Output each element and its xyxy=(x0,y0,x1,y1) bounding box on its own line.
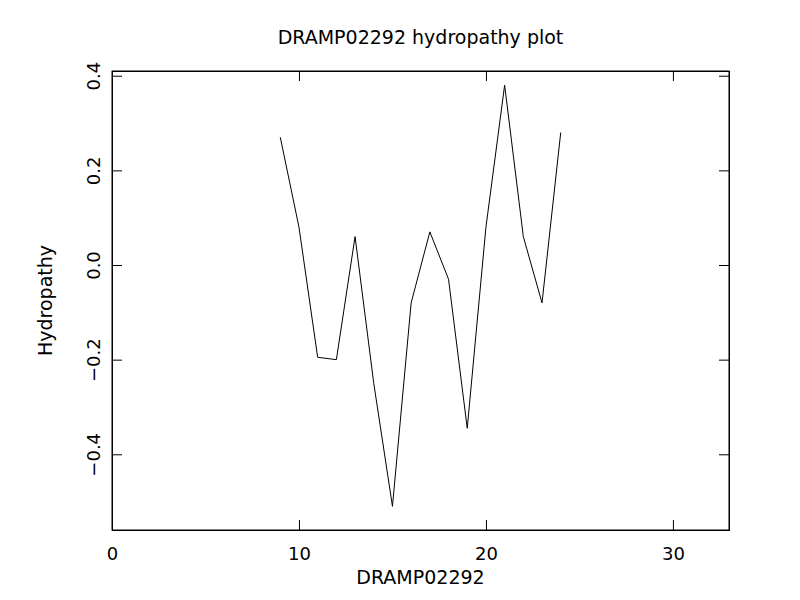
tick: 0.2 xyxy=(83,157,122,186)
chart: 0 10 20 30 −0.4 −0.2 0.0 0.2 0.4 DRAMP02292 hydro… xyxy=(0,0,800,600)
tick-label: 30 xyxy=(662,543,685,564)
tick-mark xyxy=(112,170,122,171)
axis-line xyxy=(719,72,730,531)
background xyxy=(0,0,800,600)
tick-label: 0 xyxy=(107,543,118,564)
tick: 0.0 xyxy=(83,251,122,280)
tick: 20 xyxy=(475,520,498,564)
plot-frame xyxy=(112,71,729,530)
plot-area xyxy=(280,85,560,506)
x-axis-title: DRAMP02292 xyxy=(356,566,484,588)
y-axis: −0.4 −0.2 0.0 0.2 0.4 xyxy=(83,62,122,531)
tick-mark xyxy=(299,71,300,81)
tick-mark xyxy=(486,71,487,81)
x-axis: 0 10 20 30 xyxy=(107,520,730,564)
tick-label: −0.4 xyxy=(83,433,104,477)
tick: 30 xyxy=(662,520,685,564)
tick-mark xyxy=(719,76,729,77)
tick-mark xyxy=(719,170,729,171)
tick: 10 xyxy=(288,520,311,564)
tick-mark xyxy=(673,71,674,81)
tick-label: 0.0 xyxy=(83,251,104,280)
tick-mark xyxy=(112,265,122,266)
tick xyxy=(719,76,729,77)
tick xyxy=(486,71,487,81)
tick-label: −0.2 xyxy=(83,338,104,382)
axis-line xyxy=(113,520,730,531)
tick-mark xyxy=(112,454,122,455)
tick-label: 0.2 xyxy=(83,157,104,186)
tick xyxy=(299,71,300,81)
tick xyxy=(719,360,729,361)
tick-mark xyxy=(486,520,487,530)
tick: −0.2 xyxy=(83,338,122,382)
tick xyxy=(719,265,729,266)
y-axis-right xyxy=(719,72,730,531)
tick xyxy=(719,454,729,455)
tick-mark xyxy=(719,265,729,266)
tick-mark xyxy=(673,520,674,530)
x-axis-top xyxy=(113,71,730,81)
tick xyxy=(673,71,674,81)
tick: −0.4 xyxy=(83,433,122,477)
tick-mark xyxy=(112,360,122,361)
tick-mark xyxy=(719,360,729,361)
y-axis-title: Hydropathy xyxy=(34,245,56,356)
tick-mark xyxy=(112,76,122,77)
tick xyxy=(719,170,729,171)
tick-mark xyxy=(299,520,300,530)
tick: 0.4 xyxy=(83,62,122,91)
title: DRAMP02292 hydropathy plot xyxy=(278,26,564,48)
axis-line xyxy=(113,72,730,82)
data-line xyxy=(280,85,560,506)
tick-label: 10 xyxy=(288,543,311,564)
tick-label: 0.4 xyxy=(83,62,104,91)
axis-line xyxy=(113,72,123,531)
tick-label: 20 xyxy=(475,543,498,564)
tick-mark xyxy=(719,454,729,455)
